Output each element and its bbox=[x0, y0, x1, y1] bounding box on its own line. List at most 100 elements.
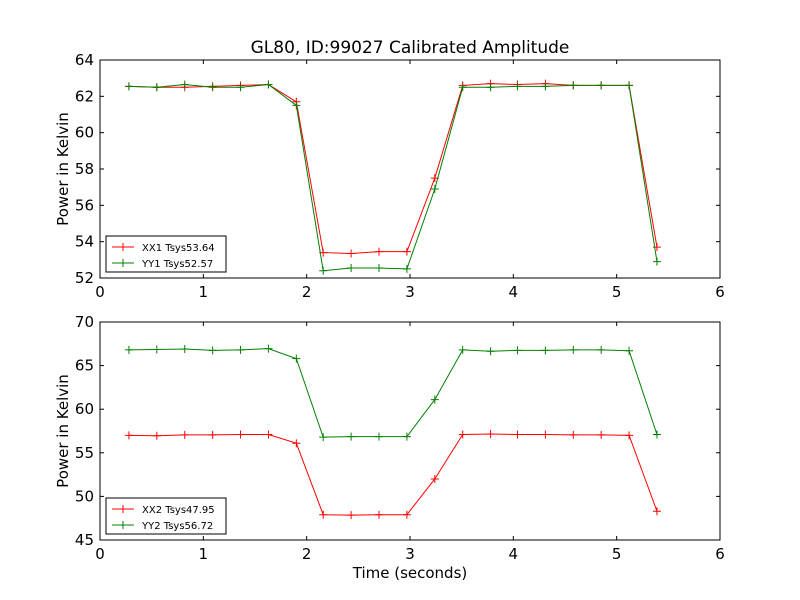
data-point-marker bbox=[319, 266, 328, 275]
data-point-marker bbox=[180, 430, 189, 439]
x-tick-label: 1 bbox=[199, 283, 209, 301]
data-point-marker bbox=[264, 430, 273, 439]
data-point-marker bbox=[319, 433, 328, 442]
data-point-marker bbox=[486, 347, 495, 356]
data-point-marker bbox=[402, 432, 411, 441]
data-point-marker bbox=[513, 430, 522, 439]
y-tick-label: 45 bbox=[75, 531, 94, 549]
data-point-marker bbox=[124, 345, 133, 354]
x-tick-label: 1 bbox=[199, 545, 209, 563]
x-tick-label: 0 bbox=[95, 283, 105, 301]
data-point-marker bbox=[264, 80, 273, 89]
data-point-marker bbox=[597, 345, 606, 354]
data-point-marker bbox=[375, 510, 383, 519]
y-tick-label: 60 bbox=[75, 124, 94, 142]
legend-marker bbox=[119, 243, 127, 251]
data-point-marker bbox=[208, 430, 217, 439]
data-point-marker bbox=[458, 345, 467, 354]
data-point-marker bbox=[625, 346, 634, 355]
y-tick-label: 70 bbox=[75, 313, 94, 331]
legend-label: YY2 Tsys56.72 bbox=[141, 521, 213, 532]
x-tick-label: 5 bbox=[612, 283, 622, 301]
data-point-marker bbox=[402, 247, 411, 256]
data-point-marker bbox=[541, 82, 550, 91]
y-tick-label: 50 bbox=[75, 487, 94, 505]
data-point-marker bbox=[152, 431, 161, 440]
x-tick-label: 3 bbox=[405, 283, 415, 301]
data-point-marker bbox=[124, 431, 133, 440]
data-point-marker bbox=[402, 510, 411, 519]
data-point-marker bbox=[652, 257, 661, 266]
y-axis-label: Power in Kelvin bbox=[54, 374, 72, 488]
y-tick-label: 64 bbox=[75, 51, 94, 69]
y-tick-label: 58 bbox=[75, 160, 94, 178]
figure-x-axis-label: Time (seconds) bbox=[352, 564, 468, 582]
data-point-marker bbox=[513, 82, 522, 91]
data-point-marker bbox=[597, 81, 606, 90]
data-point-marker bbox=[152, 345, 161, 354]
data-point-marker bbox=[402, 264, 411, 273]
data-point-marker bbox=[569, 430, 578, 439]
data-point-marker bbox=[458, 83, 467, 92]
data-point-marker bbox=[569, 81, 578, 90]
legend-box bbox=[105, 235, 227, 273]
data-point-marker bbox=[430, 395, 439, 404]
data-point-marker bbox=[292, 354, 301, 363]
data-point-marker bbox=[486, 430, 495, 439]
data-point-marker bbox=[347, 511, 356, 520]
y-tick-label: 56 bbox=[75, 196, 94, 214]
x-tick-label: 3 bbox=[405, 545, 415, 563]
x-tick-label: 2 bbox=[302, 283, 312, 301]
data-point-marker bbox=[569, 345, 578, 354]
data-point-marker bbox=[430, 184, 439, 193]
data-point-marker bbox=[347, 432, 356, 441]
data-point-marker bbox=[180, 345, 189, 354]
figure-title: GL80, ID:99027 Calibrated Amplitude bbox=[251, 38, 570, 58]
data-point-marker bbox=[319, 510, 328, 519]
legend-marker bbox=[119, 521, 127, 529]
data-point-marker bbox=[180, 80, 189, 89]
data-point-marker bbox=[597, 430, 606, 439]
data-point-marker bbox=[652, 507, 661, 516]
y-tick-label: 55 bbox=[75, 444, 94, 462]
data-point-marker bbox=[625, 81, 634, 90]
y-tick-label: 52 bbox=[75, 269, 94, 287]
data-point-marker bbox=[236, 83, 245, 92]
y-tick-label: 65 bbox=[75, 357, 94, 375]
data-point-marker bbox=[541, 346, 550, 355]
x-tick-label: 2 bbox=[302, 545, 312, 563]
data-point-marker bbox=[124, 82, 133, 91]
data-point-marker bbox=[375, 432, 383, 441]
data-point-marker bbox=[292, 101, 301, 110]
data-point-marker bbox=[513, 346, 522, 355]
data-point-marker bbox=[264, 344, 273, 353]
legend-label: XX1 Tsys53.64 bbox=[142, 243, 215, 254]
data-point-marker bbox=[347, 249, 356, 258]
legend-label: YY1 Tsys52.57 bbox=[141, 259, 213, 270]
x-tick-label: 6 bbox=[715, 545, 725, 563]
legend-marker bbox=[119, 259, 127, 267]
x-tick-label: 4 bbox=[509, 545, 519, 563]
y-axis-label: Power in Kelvin bbox=[54, 112, 72, 226]
data-point-marker bbox=[458, 430, 467, 439]
series-line-2 bbox=[128, 84, 658, 272]
data-point-marker bbox=[625, 431, 634, 440]
series-line-2 bbox=[128, 348, 658, 438]
legend-marker bbox=[119, 505, 127, 513]
data-point-marker bbox=[292, 439, 301, 448]
series-line-1 bbox=[128, 433, 658, 516]
data-point-marker bbox=[236, 430, 245, 439]
x-tick-label: 6 bbox=[715, 283, 725, 301]
y-tick-label: 54 bbox=[75, 233, 94, 251]
legend: XX1 Tsys53.64 YY1 Tsys52.57 bbox=[105, 235, 227, 273]
data-point-marker bbox=[208, 83, 217, 92]
data-point-marker bbox=[652, 430, 661, 439]
legend-label: XX2 Tsys47.95 bbox=[142, 505, 215, 516]
data-point-marker bbox=[236, 345, 245, 354]
data-point-marker bbox=[375, 264, 383, 273]
data-point-marker bbox=[486, 83, 495, 92]
